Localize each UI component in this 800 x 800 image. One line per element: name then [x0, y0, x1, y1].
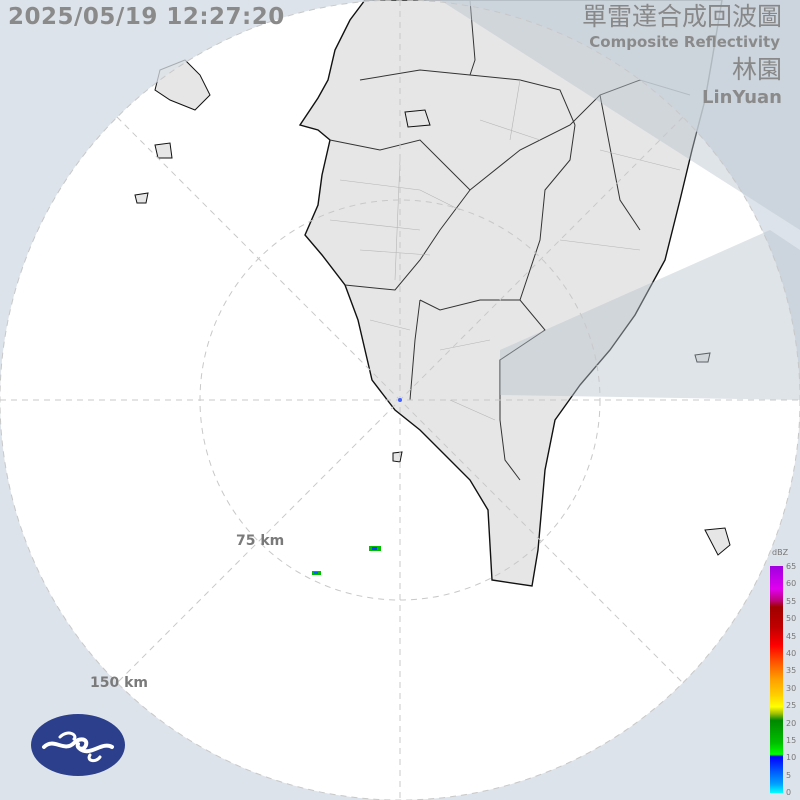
blocked-sector-north	[440, 0, 800, 230]
legend-tick: 20	[786, 718, 797, 728]
legend-tick: 50	[786, 614, 797, 624]
station-name-english: LinYuan	[702, 87, 782, 108]
station-name-chinese: 林園	[731, 55, 782, 84]
islands	[134, 59, 731, 556]
legend-tick: 5	[786, 770, 792, 780]
legend-tick: 45	[786, 631, 797, 641]
legend-tick: 15	[786, 736, 797, 745]
legend-unit: dBZ	[772, 548, 789, 557]
legend-tick: 25	[786, 701, 797, 711]
blocked-sector	[500, 230, 800, 400]
title-english: Composite Reflectivity	[589, 33, 780, 51]
legend-color-bar	[770, 566, 783, 793]
ring-label-150km: 150 km	[90, 675, 148, 691]
legend-tick: 10	[786, 753, 797, 763]
radar-echoes	[312, 398, 402, 575]
legend-tick: 30	[786, 683, 797, 693]
legend-tick: 40	[786, 649, 797, 658]
dbz-legend: dBZ 65 60 55 50 45 40 35 30 25 20 15 10 5 0	[768, 548, 798, 798]
cwa-logo	[31, 714, 125, 776]
title-chinese: 單雷達合成回波圖	[581, 2, 782, 31]
legend-tick: 60	[786, 579, 797, 589]
legend-tick: 35	[786, 666, 797, 676]
legend-tick: 0	[786, 788, 792, 798]
taiwan-landmass	[298, 0, 723, 587]
ring-label-75km: 75 km	[236, 533, 285, 549]
legend-tick: 65	[786, 562, 797, 571]
timestamp: 2025/05/19 12:27:20	[8, 4, 285, 30]
legend-tick: 55	[786, 596, 797, 606]
